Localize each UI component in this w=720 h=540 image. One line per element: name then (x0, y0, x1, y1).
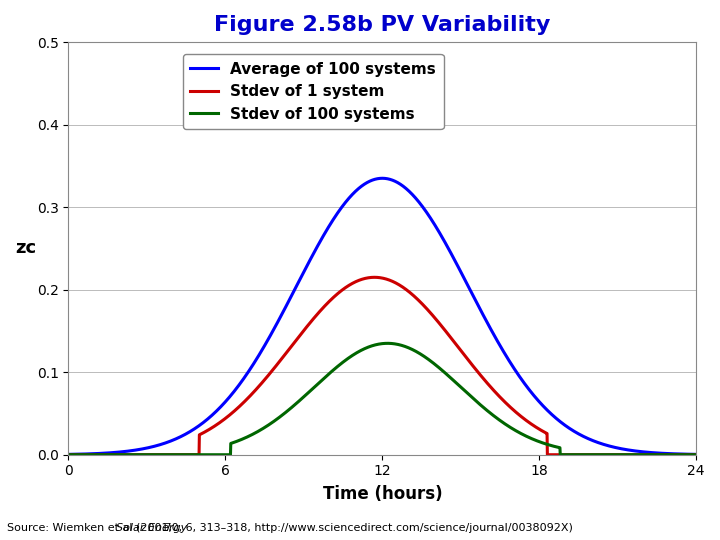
Average of 100 systems (559, 421, 567, 427)
Average of 100 systems (96, 450, 104, 457)
Average of 100 systems (674, 451, 683, 457)
Line: Stdev of 1 system: Stdev of 1 system (68, 278, 696, 455)
Stdev of 1 system (692, 451, 701, 458)
Stdev of 100 systems (353, 349, 361, 356)
Text: 70, 6, 313–318, http://www.sciencedirect.com/science/journal/0038092X): 70, 6, 313–318, http://www.sciencedirect… (161, 523, 572, 533)
Stdev of 100 systems (369, 342, 378, 348)
Stdev of 100 systems (692, 451, 701, 458)
Stdev of 1 system (559, 451, 567, 458)
Average of 100 systems (353, 187, 361, 193)
Line: Average of 100 systems: Average of 100 systems (68, 178, 696, 454)
Stdev of 100 systems (96, 451, 104, 458)
Average of 100 systems (378, 175, 387, 181)
Line: Stdev of 100 systems: Stdev of 100 systems (68, 343, 696, 455)
Average of 100 systems (674, 451, 683, 457)
Average of 100 systems (692, 451, 701, 457)
Y-axis label: zc: zc (15, 239, 36, 258)
Stdev of 1 system (370, 274, 379, 281)
Average of 100 systems (369, 177, 378, 183)
X-axis label: Time (hours): Time (hours) (323, 485, 442, 503)
Title: Figure 2.58b PV Variability: Figure 2.58b PV Variability (214, 15, 551, 35)
Stdev of 1 system (674, 451, 683, 458)
Text: Solar Energy: Solar Energy (116, 523, 187, 533)
Stdev of 1 system (369, 274, 378, 281)
Stdev of 100 systems (64, 451, 73, 458)
Stdev of 100 systems (674, 451, 683, 458)
Average of 100 systems (64, 451, 73, 457)
Stdev of 1 system (674, 451, 683, 458)
Text: Source: Wiemken et al (2001,: Source: Wiemken et al (2001, (7, 523, 176, 533)
Stdev of 1 system (64, 451, 73, 458)
Stdev of 100 systems (674, 451, 683, 458)
Stdev of 1 system (96, 451, 104, 458)
Stdev of 1 system (353, 278, 361, 285)
Legend: Average of 100 systems, Stdev of 1 system, Stdev of 100 systems: Average of 100 systems, Stdev of 1 syste… (183, 54, 444, 130)
Stdev of 100 systems (383, 340, 392, 347)
Stdev of 100 systems (559, 451, 567, 458)
